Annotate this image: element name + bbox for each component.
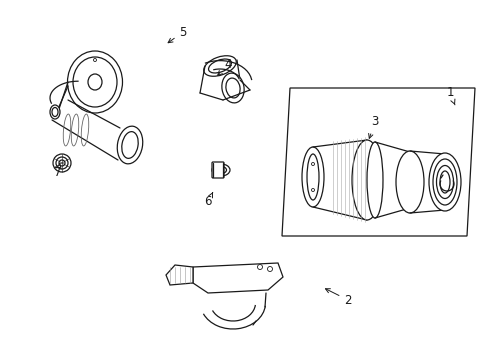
Ellipse shape [225,78,240,98]
Polygon shape [165,265,193,285]
Ellipse shape [208,59,231,73]
Ellipse shape [212,164,229,176]
Ellipse shape [117,126,142,164]
Text: 2: 2 [325,289,351,306]
Ellipse shape [56,157,68,169]
Text: 5: 5 [168,26,186,43]
Ellipse shape [53,154,71,172]
Text: 3: 3 [368,116,378,138]
Ellipse shape [257,265,262,270]
Text: 4: 4 [217,58,231,75]
Text: 1: 1 [446,86,454,105]
Ellipse shape [395,151,423,213]
Polygon shape [193,263,283,293]
Ellipse shape [222,73,244,103]
Ellipse shape [267,266,272,271]
Ellipse shape [93,58,96,62]
Ellipse shape [436,166,452,198]
Ellipse shape [428,153,460,211]
Ellipse shape [439,171,449,193]
FancyBboxPatch shape [212,162,224,178]
Polygon shape [282,88,474,236]
Ellipse shape [52,108,58,117]
Ellipse shape [215,166,226,174]
Ellipse shape [306,154,318,200]
Ellipse shape [351,140,381,220]
Text: 6: 6 [204,193,212,208]
Text: 7: 7 [54,163,61,180]
Ellipse shape [59,160,65,166]
Ellipse shape [122,132,138,158]
Ellipse shape [73,57,117,107]
Ellipse shape [432,159,456,205]
Ellipse shape [311,189,314,192]
Ellipse shape [50,105,60,119]
Ellipse shape [302,147,324,207]
Ellipse shape [366,142,382,218]
Ellipse shape [311,162,314,166]
Ellipse shape [203,56,236,76]
Ellipse shape [67,51,122,113]
Ellipse shape [88,74,102,90]
